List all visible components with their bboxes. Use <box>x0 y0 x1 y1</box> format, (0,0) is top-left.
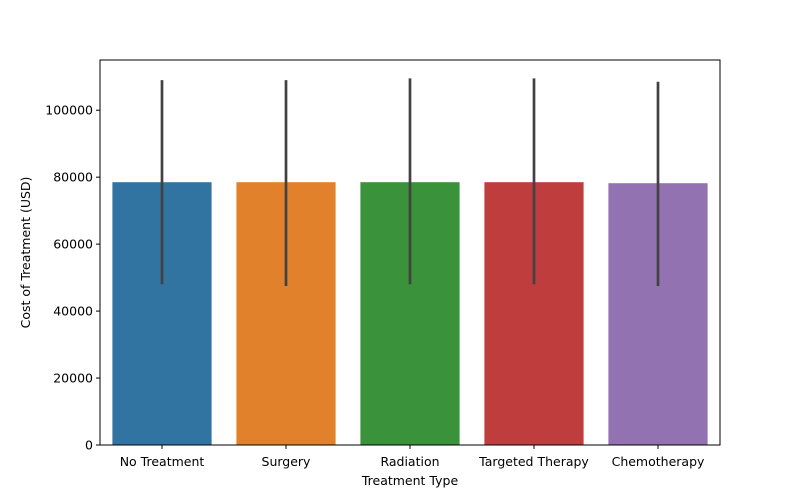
y-axis-label: Cost of Treatment (USD) <box>18 177 33 329</box>
x-tick-label: Surgery <box>262 454 312 469</box>
x-tick-label: Targeted Therapy <box>478 454 589 469</box>
x-tick-label: Chemotherapy <box>612 454 705 469</box>
y-tick-label: 60000 <box>53 237 93 252</box>
x-tick-label: Radiation <box>380 454 439 469</box>
y-tick-label: 80000 <box>53 170 93 185</box>
y-tick-label: 0 <box>85 438 93 453</box>
y-axis: 0 20000 40000 60000 80000 100000 <box>45 103 100 453</box>
x-axis: No Treatment Surgery Radiation Targeted The… <box>120 445 705 469</box>
x-tick-label: No Treatment <box>120 454 205 469</box>
error-bars-layer <box>160 78 660 286</box>
x-axis-label: Treatment Type <box>361 473 459 488</box>
y-tick-label: 20000 <box>53 371 93 386</box>
y-tick-label: 100000 <box>45 103 93 118</box>
plot-area <box>99 59 721 446</box>
y-tick-label: 40000 <box>53 304 93 319</box>
